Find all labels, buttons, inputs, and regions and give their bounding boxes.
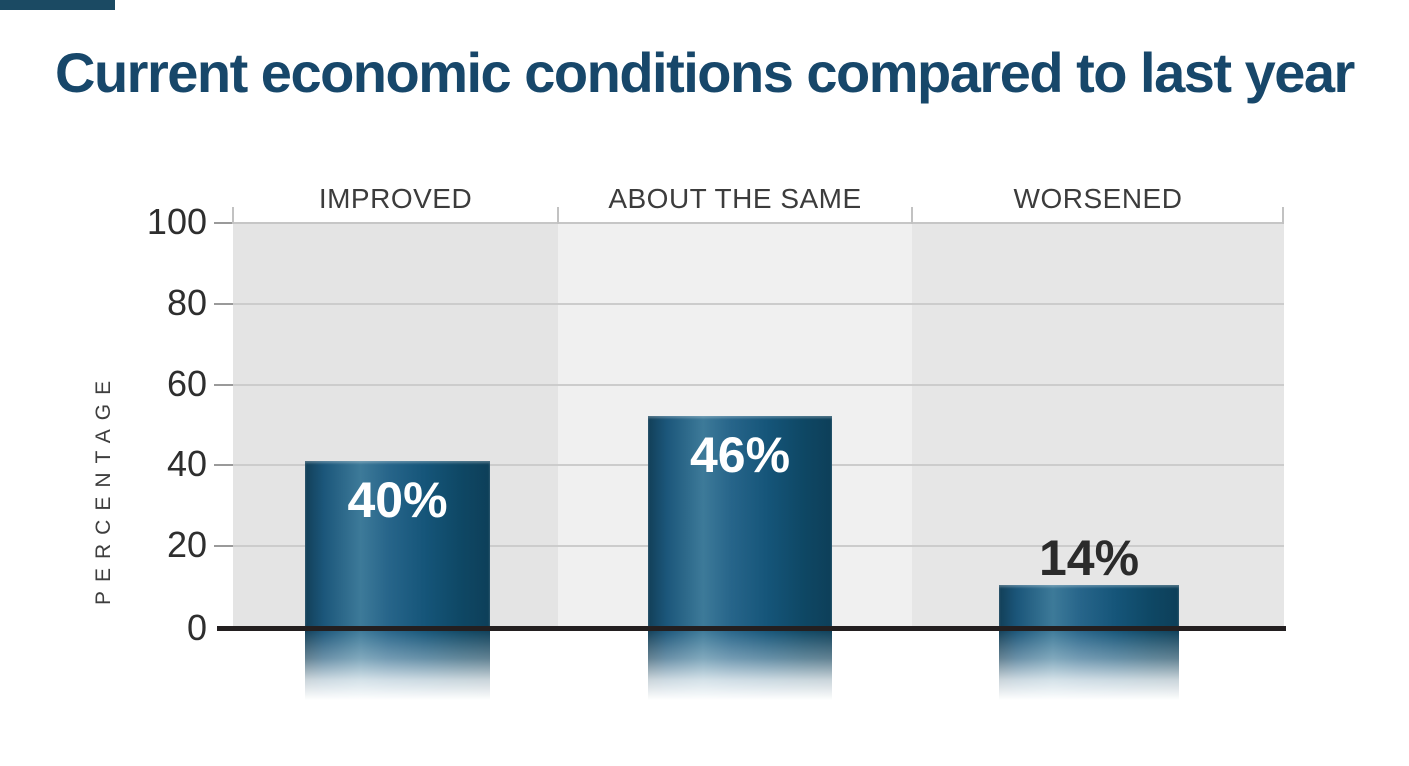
column-divider-tick (232, 207, 234, 224)
column-divider-tick (1282, 207, 1284, 224)
y-tick-mark-80 (214, 303, 233, 305)
y-tick-mark-100 (214, 222, 233, 224)
bar-reflection-about-the-same (648, 631, 832, 703)
gridline-100 (233, 222, 1284, 224)
column-header-about-the-same: ABOUT THE SAME (608, 183, 862, 214)
y-axis-label: PERCENTAGE (92, 371, 115, 605)
y-tick-label-0: 0 (186, 607, 207, 648)
y-tick-mark-20 (214, 545, 233, 547)
y-tick-label-60: 60 (166, 363, 207, 404)
bar-worsened (999, 585, 1179, 627)
bar-about-the-same: 46% (648, 416, 832, 627)
y-tick-mark-40 (214, 464, 233, 466)
bar-value-label-about-the-same: 46% (689, 427, 791, 483)
column-divider-tick (557, 207, 559, 224)
bar-value-label-worsened: 14% (1038, 530, 1140, 586)
y-tick-label-80: 80 (166, 282, 207, 323)
bar-reflection-improved (305, 631, 490, 703)
bar-reflection-worsened (999, 631, 1179, 703)
gridline-80 (233, 303, 1284, 305)
bar-value-label-improved: 40% (347, 472, 448, 528)
chart-title: Current economic conditions compared to … (55, 41, 1355, 104)
top-left-accent-bar (0, 0, 115, 10)
column-header-improved: IMPROVED (318, 183, 473, 214)
x-axis-baseline (217, 626, 1286, 631)
y-tick-label-100: 100 (146, 201, 207, 242)
bar-improved: 40% (305, 461, 490, 627)
column-header-worsened: WORSENED (1013, 183, 1183, 214)
y-tick-mark-60 (214, 384, 233, 386)
gridline-60 (233, 384, 1284, 386)
column-divider-tick (911, 207, 913, 224)
y-tick-label-20: 20 (166, 524, 207, 565)
column-panel-worsened (912, 224, 1284, 626)
y-tick-label-40: 40 (166, 443, 207, 484)
